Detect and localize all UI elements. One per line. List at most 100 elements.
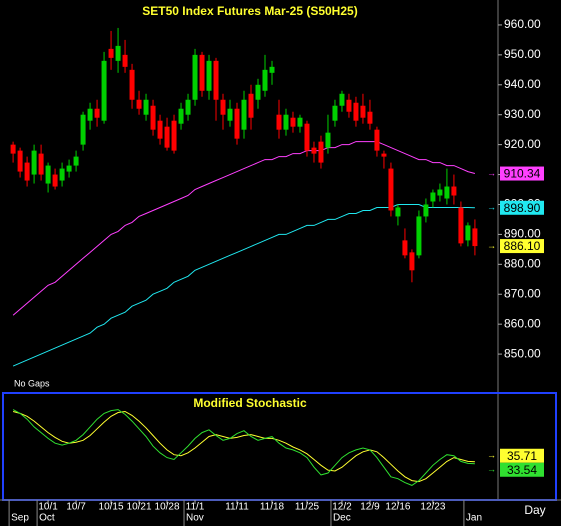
- candle-body: [234, 108, 240, 139]
- candle-body: [192, 54, 198, 100]
- value-tag: [500, 448, 544, 463]
- x-tick-label: 10/7: [66, 502, 86, 513]
- candle-body: [374, 129, 380, 151]
- candle-body: [262, 69, 268, 91]
- x-tick-label: 11/25: [295, 502, 320, 513]
- candle-body: [402, 240, 408, 256]
- candle-body: [122, 54, 128, 67]
- candle-body: [269, 66, 275, 73]
- candle-body: [38, 153, 44, 175]
- month-label: Oct: [39, 513, 55, 524]
- candle-body: [381, 153, 387, 157]
- candle-body: [297, 117, 303, 127]
- candle-body: [430, 192, 436, 202]
- y-tick-label: 930.00: [504, 107, 541, 121]
- candle-body: [80, 114, 86, 145]
- value-tag-label: 898.90: [504, 201, 541, 215]
- candle-body: [276, 114, 282, 130]
- candle-body: [94, 108, 100, 118]
- candle-body: [290, 117, 296, 127]
- tag-arrow: →: [487, 168, 496, 178]
- x-tick-label: 11/11: [225, 502, 249, 513]
- candle-body: [423, 204, 429, 217]
- month-label: Dec: [333, 513, 351, 524]
- candle-body: [206, 60, 212, 91]
- y-tick-label: 920.00: [504, 137, 541, 151]
- value-tag-label: 910.34: [504, 167, 541, 181]
- y-tick-label: 890.00: [504, 227, 541, 241]
- candle-body: [318, 141, 324, 163]
- value-tag: [500, 166, 544, 181]
- candle-body: [367, 111, 373, 124]
- candle-body: [255, 84, 261, 100]
- candle-body: [108, 48, 114, 58]
- candle-body: [220, 99, 226, 115]
- x-tick-label: 10/28: [155, 502, 180, 513]
- y-tick-label: 860.00: [504, 316, 541, 330]
- candle-body: [304, 123, 310, 151]
- note: No Gaps: [14, 378, 50, 388]
- x-tick-label: 12/23: [420, 502, 445, 513]
- y-tick-label: 870.00: [504, 286, 541, 300]
- month-label: Nov: [186, 513, 204, 524]
- candle-body: [395, 207, 401, 217]
- candle-body: [444, 186, 450, 199]
- candle-body: [143, 99, 149, 115]
- x-tick-label: 10/15: [99, 502, 124, 513]
- candle-body: [325, 132, 331, 148]
- chart-title: SET50 Index Futures Mar-25 (S50H25): [142, 4, 357, 18]
- tag-arrow: →: [487, 450, 496, 460]
- candle-body: [332, 105, 338, 121]
- line: [12, 141, 476, 316]
- candle-body: [465, 225, 471, 241]
- y-tick-label: 850.00: [504, 346, 541, 360]
- candle-body: [59, 168, 65, 181]
- x-tick-label: 10/1: [38, 502, 58, 513]
- x-tick-label: 12/9: [360, 502, 380, 513]
- x-axis-label: Day: [524, 503, 545, 517]
- tag-arrow: →: [487, 464, 496, 474]
- candle-body: [129, 69, 135, 100]
- candle-body: [346, 99, 352, 112]
- value-tag-label: 886.10: [504, 239, 541, 253]
- value-tag: [500, 462, 544, 477]
- line: [12, 409, 475, 486]
- candle-body: [150, 105, 156, 130]
- x-tick-label: 11/18: [260, 502, 285, 513]
- x-tick-label: 12/16: [385, 502, 410, 513]
- candle-body: [458, 207, 464, 244]
- value-tag-label: 33.54: [507, 463, 537, 477]
- candle-body: [101, 60, 107, 121]
- candle-body: [213, 60, 219, 100]
- y-tick-label: 960.00: [504, 17, 541, 31]
- y-tick-label: 940.00: [504, 77, 541, 91]
- x-tick-label: 12/2: [332, 502, 352, 513]
- y-tick-label: 880.00: [504, 256, 541, 270]
- value-tag-label: 35.71: [507, 449, 537, 463]
- candle-body: [311, 147, 317, 154]
- candle-body: [24, 162, 30, 181]
- tag-arrow: →: [487, 240, 496, 250]
- candle-body: [164, 126, 170, 148]
- candle-body: [52, 174, 58, 187]
- candle-body: [115, 45, 121, 61]
- value-tag: [500, 200, 544, 215]
- candle-body: [31, 150, 37, 175]
- candle-body: [10, 144, 16, 154]
- y-tick-label: 950.00: [504, 47, 541, 61]
- candle-body: [136, 99, 142, 109]
- candle-body: [66, 165, 72, 172]
- candle-body: [157, 120, 163, 139]
- candle-body: [241, 99, 247, 130]
- candle-body: [360, 105, 366, 118]
- candle-body: [283, 114, 289, 130]
- candle-body: [437, 189, 443, 196]
- month-label: Jan: [466, 513, 482, 524]
- candle-body: [45, 165, 51, 184]
- x-tick-label: 10/21: [127, 502, 152, 513]
- candle-body: [388, 168, 394, 211]
- candle-body: [178, 108, 184, 124]
- candle-body: [171, 120, 177, 151]
